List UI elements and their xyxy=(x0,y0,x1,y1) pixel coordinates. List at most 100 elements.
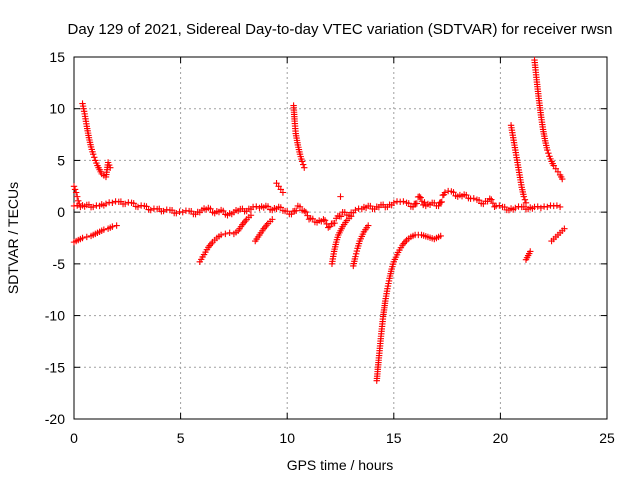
data-point xyxy=(269,216,276,223)
data-point xyxy=(544,146,551,154)
data-point xyxy=(79,234,86,242)
plot-frame xyxy=(73,56,608,420)
data-point xyxy=(522,199,530,207)
grid-lines xyxy=(74,57,607,419)
x-axis-label: GPS time / hours xyxy=(287,457,394,473)
data-point xyxy=(527,248,534,255)
data-point-fill xyxy=(496,202,503,209)
data-point xyxy=(561,225,568,232)
data-point xyxy=(107,164,114,171)
data-point-fill xyxy=(353,247,361,255)
data-point xyxy=(75,197,82,204)
x-tick-label: 15 xyxy=(386,430,402,446)
x-tick-label: 10 xyxy=(279,430,295,446)
data-point-fill xyxy=(534,203,541,210)
data-point-fill xyxy=(207,205,214,213)
data-point-fill xyxy=(220,207,227,215)
x-tick-label: 0 xyxy=(70,430,78,446)
data-point xyxy=(76,200,83,208)
data-point xyxy=(71,186,79,193)
data-point-fill xyxy=(491,203,498,211)
data-point xyxy=(512,204,519,212)
data-point xyxy=(352,253,359,260)
data-point-fill xyxy=(489,200,497,207)
data-point xyxy=(298,158,306,165)
data-point xyxy=(113,222,120,229)
data-point-fill xyxy=(293,207,300,214)
data-point xyxy=(337,193,344,200)
data-point xyxy=(247,212,255,219)
data-point xyxy=(279,189,287,196)
data-point xyxy=(89,203,97,211)
data-point xyxy=(179,208,186,216)
data-point-fill xyxy=(352,250,360,258)
data-point-fill xyxy=(400,198,407,205)
data-point xyxy=(556,203,564,211)
data-point-fill xyxy=(337,213,345,220)
y-tick-label: -15 xyxy=(45,359,65,375)
data-point xyxy=(390,199,397,207)
data-point-fill xyxy=(331,219,338,227)
data-point xyxy=(89,151,97,158)
data-point xyxy=(222,230,229,238)
data-point-fill xyxy=(521,196,529,203)
data-point xyxy=(109,223,116,230)
data-point xyxy=(437,232,444,240)
data-point-fill xyxy=(302,208,310,216)
y-tick-label: 10 xyxy=(49,101,65,117)
data-point-fill xyxy=(417,194,424,201)
data-point xyxy=(72,189,80,196)
data-point xyxy=(409,203,417,211)
data-points xyxy=(70,56,568,384)
data-point xyxy=(352,206,359,214)
data-point xyxy=(147,206,154,214)
data-point xyxy=(441,189,449,196)
data-point-fill xyxy=(325,224,332,231)
data-point-fill xyxy=(299,161,307,168)
data-point xyxy=(83,233,90,241)
y-tick-label: -20 xyxy=(45,411,65,427)
axis-ticks: 0 5 10 15 20 25 15 10 5 0 -5 -10 -15 -20 xyxy=(45,49,615,446)
data-point xyxy=(217,231,225,239)
data-point xyxy=(70,183,78,190)
data-point-fill xyxy=(91,154,98,161)
data-point xyxy=(173,209,180,217)
data-point-fill xyxy=(545,149,552,157)
x-tick-label: 20 xyxy=(493,430,509,446)
data-point xyxy=(365,222,372,229)
data-point-fill xyxy=(450,189,457,196)
y-tick-label: 5 xyxy=(57,152,65,168)
data-point xyxy=(73,193,81,200)
y-tick-label: -10 xyxy=(45,308,65,324)
data-point xyxy=(559,175,566,183)
data-point-fill xyxy=(438,198,445,206)
data-point xyxy=(544,203,551,211)
data-point-fill xyxy=(470,195,477,202)
data-point-fill xyxy=(553,202,561,209)
data-point xyxy=(134,203,142,211)
y-tick-label: 0 xyxy=(57,204,65,220)
data-point xyxy=(301,164,308,171)
data-point xyxy=(537,204,545,212)
data-point xyxy=(520,193,528,200)
data-point xyxy=(347,213,355,220)
data-point xyxy=(435,202,442,210)
data-point xyxy=(102,200,110,208)
data-point-fill xyxy=(304,212,311,219)
y-axis-label: SDTVAR / TECUs xyxy=(5,182,21,294)
data-point-fill xyxy=(296,203,304,210)
data-point-fill xyxy=(421,199,428,206)
data-point xyxy=(160,207,167,215)
data-point xyxy=(121,200,129,208)
data-point xyxy=(226,229,233,237)
data-point xyxy=(100,226,108,233)
data-point-fill xyxy=(413,200,421,207)
data-point-fill xyxy=(321,217,329,224)
x-tick-label: 25 xyxy=(599,430,615,446)
data-point xyxy=(416,193,423,200)
y-tick-label: -5 xyxy=(53,256,66,272)
x-tick-label: 5 xyxy=(177,430,185,446)
data-point-fill xyxy=(488,196,495,203)
chart-title: Day 129 of 2021, Sidereal Day-to-day VTE… xyxy=(68,21,613,38)
